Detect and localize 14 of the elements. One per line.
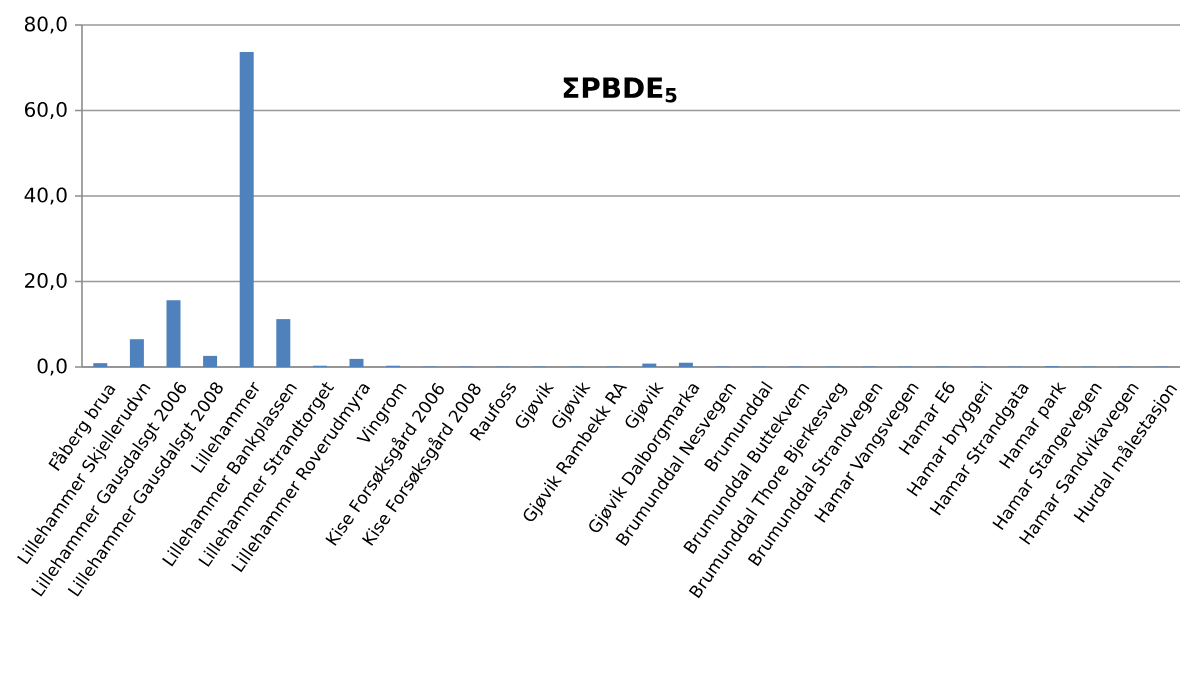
bar <box>349 358 364 367</box>
y-tick-label: 80,0 <box>24 16 67 34</box>
text: ΣPBDE$_{5}$ <box>563 77 677 103</box>
y-tick-label: 60,0 <box>25 101 67 120</box>
y-tick-label: 0,0 <box>37 358 67 376</box>
bar <box>93 363 108 367</box>
bar <box>203 355 218 367</box>
bar <box>239 51 254 367</box>
bar <box>166 300 181 367</box>
bar <box>678 362 693 367</box>
bar <box>276 319 291 367</box>
y-tick-label: 20,0 <box>25 272 67 291</box>
y-tick-label: 40,0 <box>24 187 67 205</box>
bar <box>129 339 144 367</box>
